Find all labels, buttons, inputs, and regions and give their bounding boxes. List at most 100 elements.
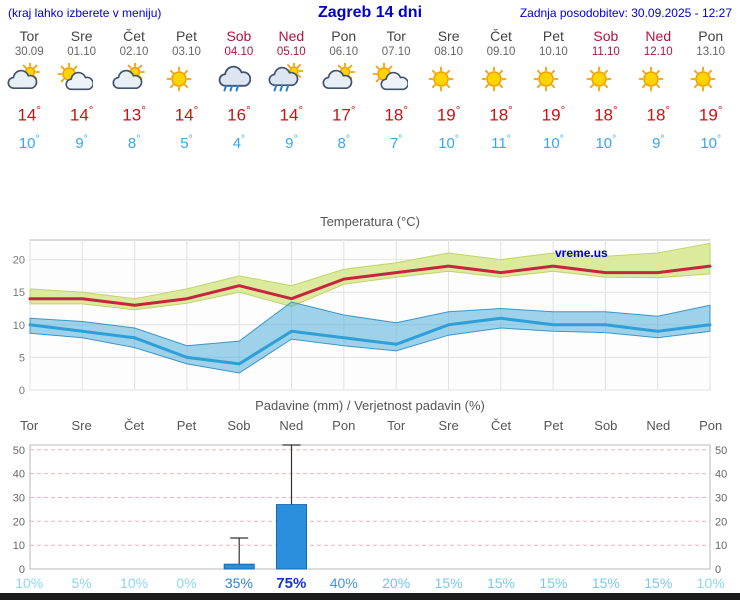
day-date: 02.10 bbox=[119, 46, 149, 58]
day-column-sob-11.10[interactable]: Sob 11.10 18° 10° bbox=[580, 28, 632, 155]
day-icon-wrap bbox=[265, 59, 317, 99]
svg-text:20: 20 bbox=[715, 516, 727, 528]
temp-low: 4° bbox=[232, 133, 246, 152]
precip-day-label: Tor bbox=[387, 418, 406, 433]
precip-day-label: Čet bbox=[490, 418, 512, 433]
page-title: Zagreb 14 dni bbox=[317, 4, 423, 21]
rain-sun-icon bbox=[268, 63, 304, 92]
temp-low: 10° bbox=[700, 133, 722, 152]
svg-text:0: 0 bbox=[715, 564, 721, 575]
day-icon-wrap bbox=[475, 59, 527, 99]
precip-day-label: Ned bbox=[646, 418, 671, 433]
temperature-chart: 0 5 10 15 20 vreme.us bbox=[13, 239, 712, 397]
day-name: Pet bbox=[542, 28, 564, 44]
day-name: Tor bbox=[19, 28, 39, 44]
sunny-icon bbox=[533, 66, 559, 92]
svg-text:5: 5 bbox=[19, 352, 25, 364]
day-column-čet-02.10[interactable]: Čet 02.10 13° 8° bbox=[108, 28, 160, 155]
precip-probability: 10% bbox=[696, 575, 725, 591]
day-icon-wrap bbox=[3, 59, 55, 99]
precip-probability-row: 10% 5% 10% 0% 35% 75% 40% 20% 15% 15% 15% 15% 15% 10% bbox=[3, 575, 737, 593]
precip-day-label: Pon bbox=[699, 418, 723, 433]
day-date: 09.10 bbox=[486, 46, 516, 58]
day-icon-wrap bbox=[580, 59, 632, 99]
temp-low: 5° bbox=[180, 133, 193, 152]
day-column-pon-13.10[interactable]: Pon 13.10 19° 10° bbox=[684, 28, 736, 155]
precip-plot-bg bbox=[29, 444, 711, 570]
day-icon-wrap bbox=[370, 59, 422, 99]
precip-grid bbox=[30, 449, 710, 546]
day-icon-wrap bbox=[632, 59, 684, 99]
day-icon-wrap bbox=[108, 59, 160, 99]
day-column-čet-09.10[interactable]: Čet 09.10 18° 11° bbox=[475, 28, 527, 155]
day-name: Sob bbox=[593, 28, 619, 44]
precipitation-chart: 0 0 10 10 20 20 30 30 40 40 50 50 bbox=[13, 444, 727, 575]
day-column-ned-12.10[interactable]: Ned 12.10 18° 9° bbox=[632, 28, 684, 155]
sunny-icon bbox=[691, 66, 716, 92]
temp-low: 10° bbox=[543, 133, 564, 152]
temp-high: 13° bbox=[122, 105, 146, 125]
svg-text:40: 40 bbox=[13, 469, 25, 481]
day-date: 10.10 bbox=[539, 46, 568, 58]
svg-text:30: 30 bbox=[13, 493, 25, 505]
last-updated: Zadnja posodobitev: 30.09.2025 - 12:27 bbox=[519, 6, 732, 20]
precip-probability: 10% bbox=[120, 575, 149, 591]
day-column-sre-08.10[interactable]: Sre 08.10 19° 10° bbox=[422, 28, 474, 155]
temp-band-min-range bbox=[29, 301, 711, 374]
precip-day-label: Pet bbox=[176, 418, 197, 433]
day-column-pet-10.10[interactable]: Pet 10.10 19° 10° bbox=[527, 28, 579, 155]
day-column-sob-04.10[interactable]: Sob 04.10 16° 4° bbox=[213, 28, 265, 155]
day-column-pon-06.10[interactable]: Pon 06.10 17° 8° bbox=[318, 28, 370, 155]
precip-day-label: Pon bbox=[332, 418, 356, 433]
temperature-chart-section: Temperatura (°C) 0 5 10 15 20 vreme.us bbox=[0, 214, 740, 398]
temp-y-axis-labels: 0 5 10 15 20 bbox=[13, 255, 25, 397]
day-column-tor-30.09[interactable]: Tor 30.09 14° 10° bbox=[3, 28, 55, 155]
temp-high: 14° bbox=[17, 105, 41, 125]
day-date: 13.10 bbox=[696, 46, 726, 58]
day-icon-wrap bbox=[527, 59, 579, 99]
svg-text:0: 0 bbox=[19, 564, 25, 575]
day-column-sre-01.10[interactable]: Sre 01.10 14° 9° bbox=[55, 28, 107, 155]
svg-text:20: 20 bbox=[13, 516, 25, 528]
header: (kraj lahko izberete v meniju) Zagreb 14… bbox=[0, 3, 740, 25]
day-column-pet-03.10[interactable]: Pet 03.10 14° 5° bbox=[160, 28, 212, 155]
temp-low: 10° bbox=[18, 133, 40, 152]
day-date: 06.10 bbox=[329, 46, 359, 58]
temp-high: 18° bbox=[384, 105, 408, 125]
temp-high: 19° bbox=[698, 105, 723, 125]
day-name: Čet bbox=[123, 28, 145, 44]
precip-chart-title: Padavine (mm) / Verjetnost padavin (%) bbox=[255, 398, 485, 413]
days-row: Tor 30.09 14° 10° Sre 01.10 14° 9° Čet 02.10 13° 8°… bbox=[3, 28, 737, 155]
precip-day-label: Pet bbox=[543, 418, 564, 433]
temp-high: 17° bbox=[331, 105, 356, 125]
day-date: 12.10 bbox=[643, 46, 673, 58]
precip-day-labels: Tor Sre Čet Pet Sob Ned Pon Tor Sre Čet Pet Sob Ned P… bbox=[3, 418, 737, 435]
temp-high: 18° bbox=[594, 105, 618, 125]
precip-probability: 15% bbox=[644, 575, 673, 591]
precip-day-label: Tor bbox=[20, 418, 39, 433]
precip-day-label: Sre bbox=[71, 418, 92, 433]
day-name: Pon bbox=[331, 28, 357, 44]
svg-text:20: 20 bbox=[13, 255, 25, 267]
location-menu-hint: (kraj lahko izberete v meniju) bbox=[8, 6, 162, 20]
precip-probability: 35% bbox=[224, 575, 253, 591]
day-date: 03.10 bbox=[172, 46, 201, 58]
day-column-ned-05.10[interactable]: Ned 05.10 14° 9° bbox=[265, 28, 317, 155]
svg-text:10: 10 bbox=[715, 540, 727, 552]
svg-text:15: 15 bbox=[13, 287, 25, 299]
day-icon-wrap bbox=[318, 59, 370, 99]
day-name: Tor bbox=[386, 28, 406, 44]
temp-high: 18° bbox=[646, 105, 671, 125]
day-column-tor-07.10[interactable]: Tor 07.10 18° 7° bbox=[370, 28, 422, 155]
sunny-icon bbox=[481, 66, 507, 92]
day-icon-wrap bbox=[422, 59, 474, 99]
precip-probability: 5% bbox=[71, 575, 92, 591]
temp-high: 19° bbox=[541, 105, 566, 125]
footer-bar bbox=[0, 593, 740, 600]
day-date: 04.10 bbox=[224, 46, 254, 58]
day-icon-wrap bbox=[55, 59, 107, 99]
precip-day-label: Sob bbox=[594, 418, 618, 433]
temp-low: 9° bbox=[652, 133, 665, 152]
cloud-sun-icon bbox=[7, 63, 40, 89]
